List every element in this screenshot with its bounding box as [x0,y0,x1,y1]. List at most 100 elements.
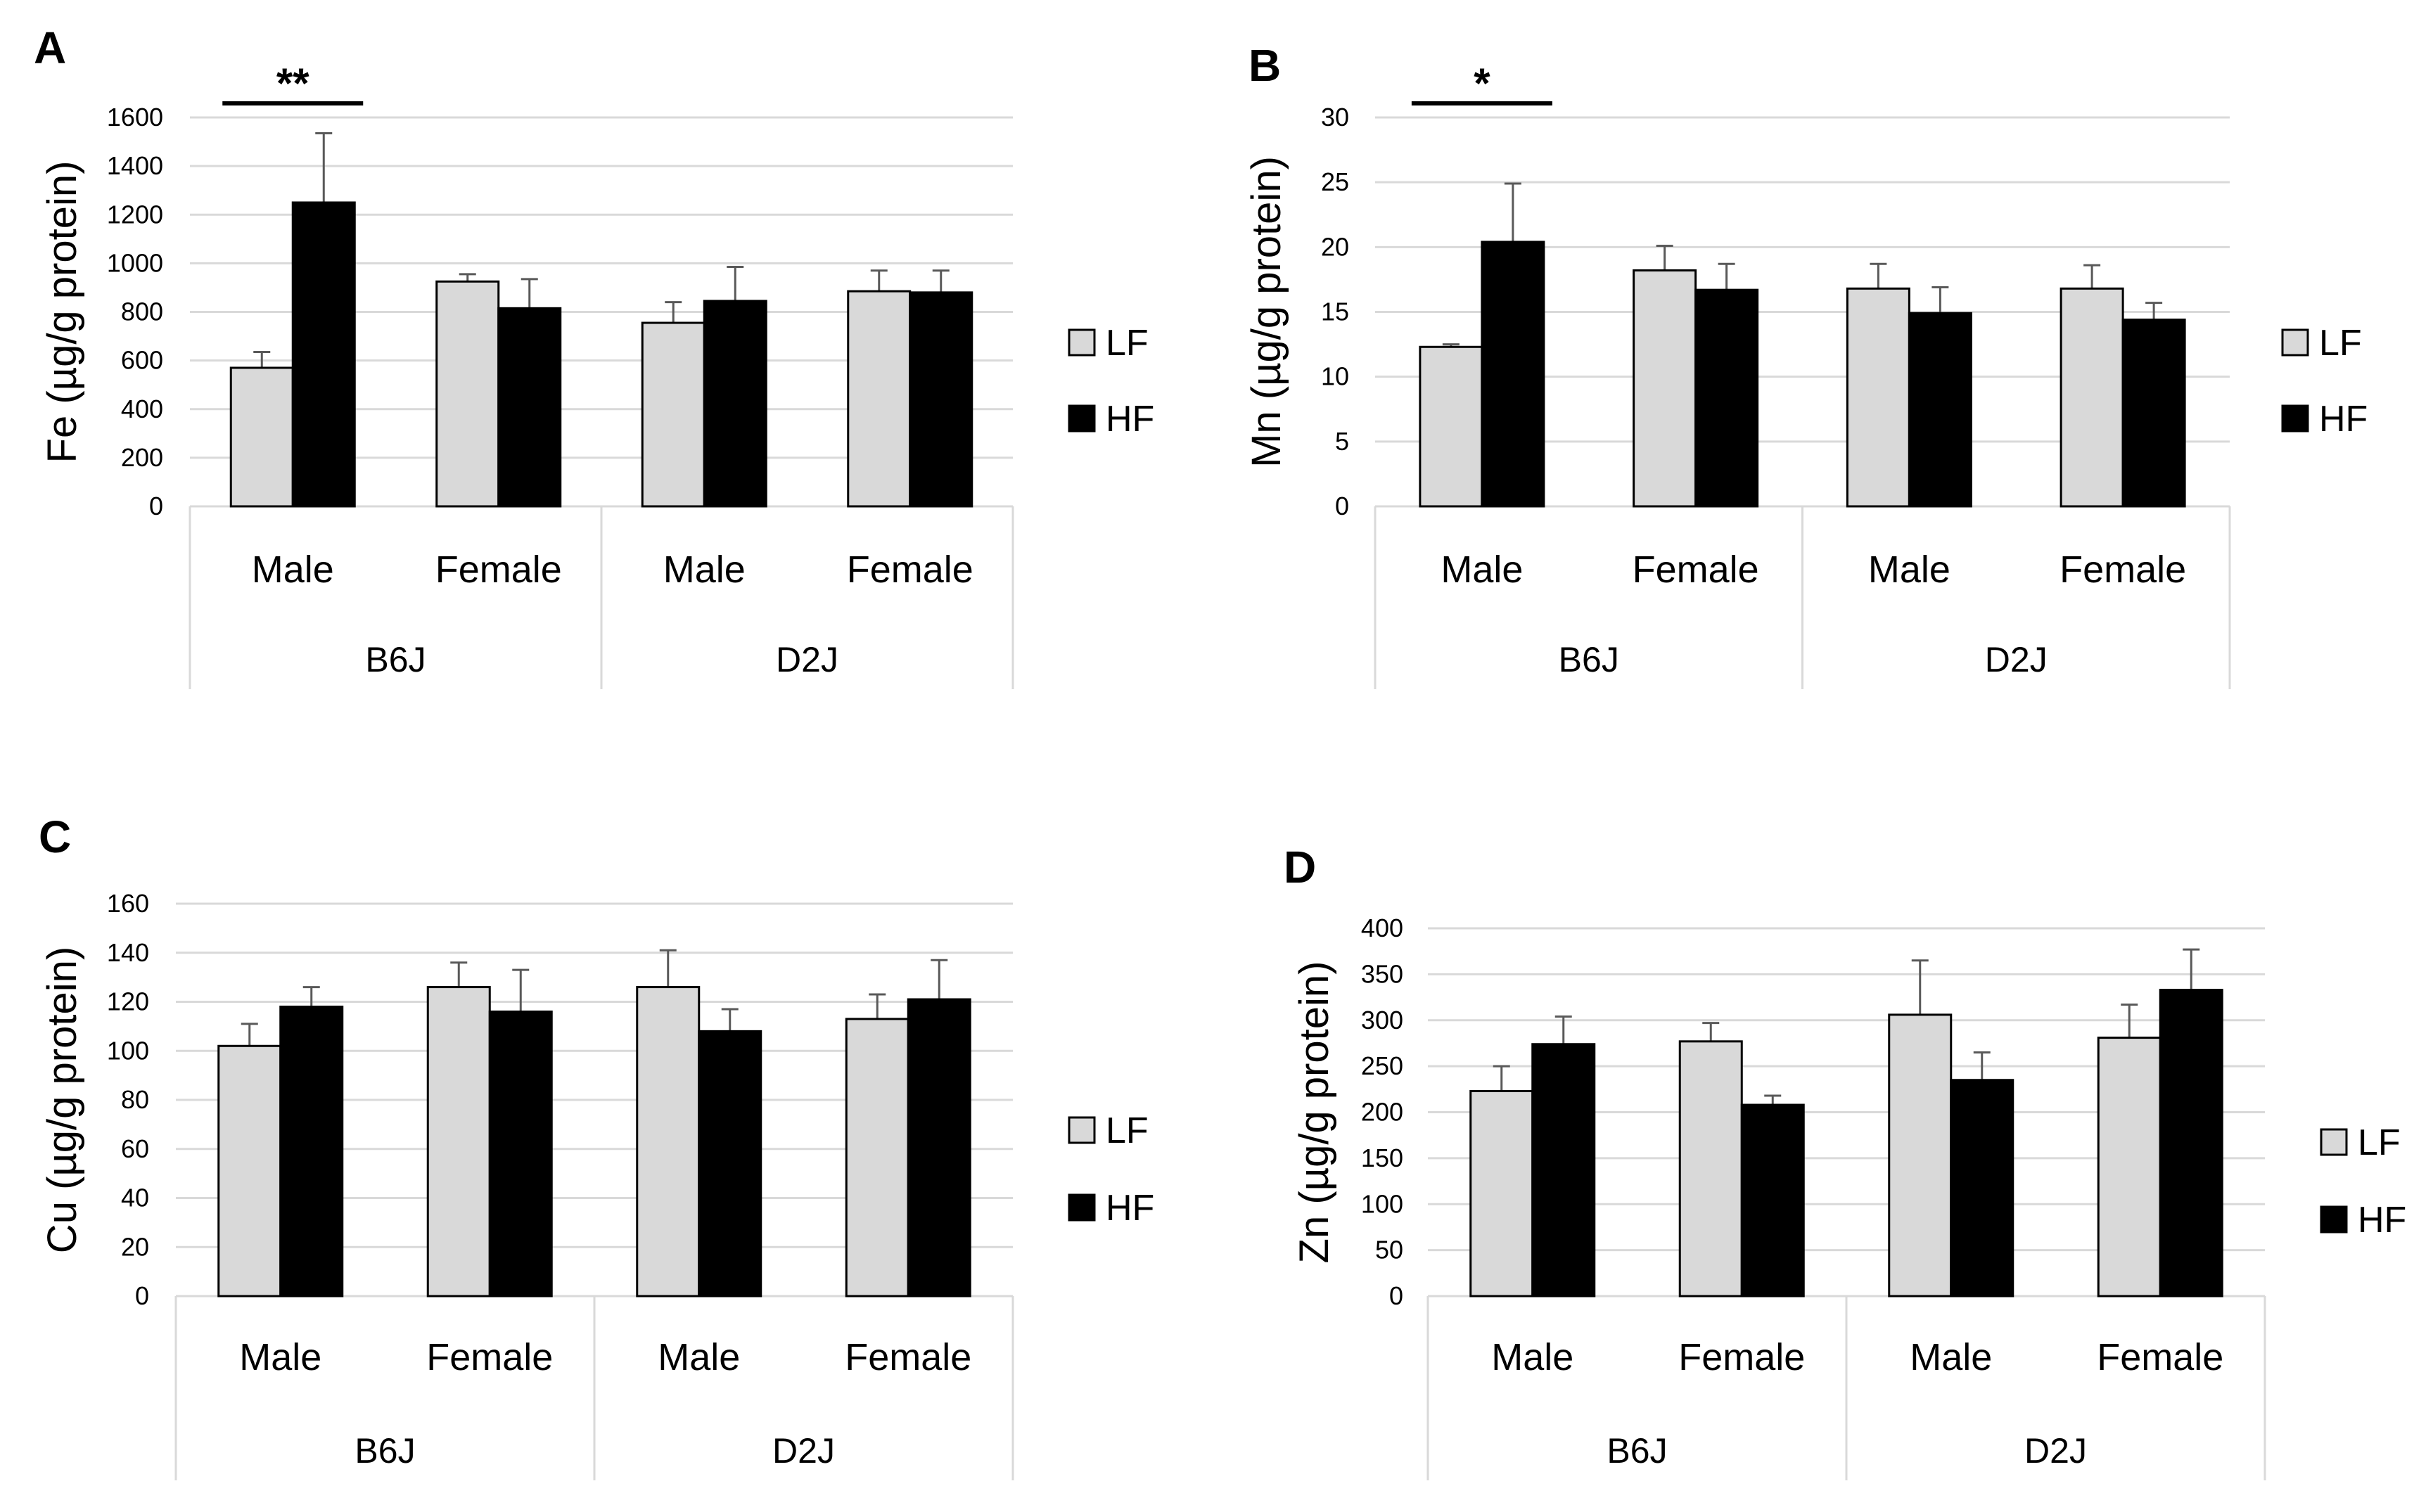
y-axis-label: Cu (µg/g protein) [39,947,85,1253]
group-label: D2J [2024,1431,2087,1471]
bar-hf [1908,312,1972,508]
y-tick-label: 50 [1375,1236,1403,1264]
bar-hf [1694,288,1759,508]
y-tick-label: 80 [121,1085,149,1114]
bar-lf [229,366,294,508]
bar-hf [497,307,562,508]
y-axis-label: Mn (µg/g protein) [1244,156,1289,468]
y-tick-label: 100 [1361,1189,1403,1218]
y-axis-label: Zn (µg/g protein) [1291,961,1337,1264]
y-tick-label: 0 [149,492,163,520]
y-tick-label: 1600 [107,103,163,132]
bar-lf [636,986,701,1298]
legend-swatch-hf [1068,1193,1096,1222]
chart-panel-a: A 0 200 400 600 800 1000 1200 1400 1600 Fe (µg/g p… [34,23,1154,689]
legend-swatch-hf [2281,404,2309,433]
y-tick-label: 0 [135,1281,149,1310]
category-label: Male [1441,549,1523,591]
group-label: D2J [1985,640,2048,679]
category-label: Male [239,1336,321,1378]
bar-lf [1419,345,1483,508]
legend-label-hf: HF [1106,399,1154,440]
significance-label: ** [276,60,309,107]
legend-label-lf: LF [1106,323,1149,364]
category-label: Male [1491,1336,1573,1378]
bar-lf [435,280,500,508]
bar-hf [2121,319,2186,508]
bar-lf [1678,1040,1743,1298]
y-tick-label: 20 [121,1232,149,1261]
legend-label-lf: LF [2358,1122,2401,1163]
legend-label-hf: HF [1106,1188,1154,1229]
category-label: Female [1678,1336,1805,1378]
y-tick-label: 10 [1321,362,1349,391]
y-tick-label: 200 [1361,1098,1403,1127]
y-tick-label: 400 [121,395,163,423]
bar-hf [2159,989,2223,1298]
group-label: B6J [1559,640,1619,679]
category-label: Male [252,549,334,591]
y-tick-label: 350 [1361,959,1403,988]
bar-hf [698,1030,762,1298]
y-tick-label: 400 [1361,914,1403,942]
y-tick-label: 60 [121,1134,149,1163]
y-axis-label: Fe (µg/g protein) [39,161,85,463]
bar-hf [1740,1103,1805,1298]
y-tick-label: 160 [107,889,149,918]
bar-hf [703,300,767,508]
category-label: Male [658,1336,740,1378]
chart-panel-b: B 0 5 10 15 20 25 30 Mn (µg/g protein) B6J Male Fem… [1244,40,2368,689]
chart-panel-d: D 0 50 100 150 200 250 300 350 400 Zn (µg/g protei… [1284,842,2406,1480]
bar-lf [2060,287,2124,508]
y-tick-label: 25 [1321,167,1349,196]
y-tick-label: 300 [1361,1006,1403,1034]
category-label: Female [845,1336,971,1378]
category-label: Female [1633,549,1759,591]
bar-lf [845,1018,909,1298]
y-tick-label: 0 [1335,492,1349,520]
legend-swatch-hf [1068,404,1096,433]
bar-lf [641,321,705,508]
significance-label: * [1474,60,1490,107]
chart-panel-c: C 0 20 40 60 80 100 120 140 160 Cu (µg/g protein) B… [39,812,1154,1480]
y-tick-label: 150 [1361,1143,1403,1172]
group-label: D2J [776,640,838,679]
y-tick-label: 800 [121,297,163,326]
y-tick-label: 0 [1389,1281,1403,1310]
legend-swatch-hf [2320,1205,2348,1234]
legend-label-hf: HF [2358,1200,2406,1241]
y-tick-label: 5 [1335,427,1349,456]
bar-hf [909,291,973,508]
category-label: Male [1910,1336,1992,1378]
category-label: Female [426,1336,553,1378]
bar-lf [1633,269,1697,508]
legend-swatch-lf [2320,1128,2348,1156]
y-tick-label: 15 [1321,297,1349,326]
bar-hf [907,998,971,1298]
group-label: B6J [1607,1431,1667,1471]
y-tick-label: 30 [1321,103,1349,132]
bar-lf [2097,1037,2161,1298]
y-tick-label: 200 [121,443,163,472]
y-tick-label: 600 [121,346,163,375]
y-tick-label: 1200 [107,200,163,229]
y-tick-label: 120 [107,987,149,1016]
bar-lf [847,290,912,508]
category-label: Male [663,549,746,591]
bar-hf [1950,1079,2014,1298]
legend-swatch-lf [1068,328,1096,357]
bar-lf [426,986,491,1298]
category-label: Female [847,549,973,591]
panel-letter: A [34,23,66,73]
panel-letter: D [1284,842,1316,892]
category-label: Male [1868,549,1950,591]
legend-label-hf: HF [2319,399,2368,440]
bar-lf [217,1044,282,1298]
bar-lf [1888,1013,1953,1298]
panel-letter: B [1249,40,1281,91]
y-tick-label: 40 [121,1184,149,1212]
bar-lf [1846,287,1910,508]
category-label: Female [2097,1336,2223,1378]
panel-letter: C [39,812,71,862]
